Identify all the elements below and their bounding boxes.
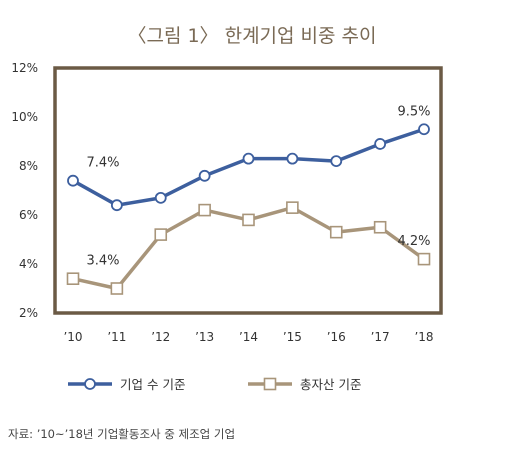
data-point-circle <box>330 155 343 168</box>
legend-label: 총자산 기준 <box>300 377 361 392</box>
data-point-square <box>110 282 124 295</box>
data-point-circle <box>242 152 255 165</box>
data-point-circle <box>154 191 167 204</box>
legend-item-2: 총자산 기준 <box>248 377 361 392</box>
data-point-circle <box>67 174 79 187</box>
data-point-circle <box>110 199 123 212</box>
y-tick-label: 6% <box>19 208 38 222</box>
data-point-circle <box>374 138 387 150</box>
x-tick-label: ’15 <box>283 330 302 344</box>
y-tick-label: 12% <box>11 61 38 75</box>
x-tick-label: ’17 <box>371 330 390 344</box>
data-point-circle <box>418 123 430 136</box>
data-label: 7.4% <box>86 156 119 171</box>
data-point-square <box>373 220 387 234</box>
data-point-circle <box>286 152 299 165</box>
data-point-square <box>286 201 299 214</box>
x-tick-label: ’12 <box>151 330 170 344</box>
chart-title: 〈그림 1〉 한계기업 비중 추이 <box>127 25 376 47</box>
legend-marker-square <box>263 377 277 391</box>
legend-item-1: 기업 수 기준 <box>68 377 185 392</box>
data-point-square <box>154 228 168 241</box>
legend-label: 기업 수 기준 <box>120 377 185 392</box>
y-tick-label: 8% <box>19 159 38 173</box>
x-tick-label: ’13 <box>195 330 214 344</box>
data-point-square <box>417 252 431 266</box>
data-label: 4.2% <box>397 234 430 249</box>
x-tick-label: ’11 <box>107 330 126 344</box>
data-label: 3.4% <box>86 254 119 269</box>
data-point-circle <box>198 169 211 182</box>
data-point-square <box>198 203 211 217</box>
data-point-square <box>66 272 80 286</box>
legend-marker-circle <box>84 378 96 390</box>
y-tick-label: 10% <box>11 110 38 124</box>
data-point-square <box>329 225 343 239</box>
x-tick-label: ’14 <box>239 330 258 344</box>
data-label: 9.5% <box>397 104 430 119</box>
data-point-square <box>242 213 255 227</box>
y-tick-label: 4% <box>19 257 38 271</box>
x-tick-label: ’18 <box>414 330 433 344</box>
x-tick-label: ’10 <box>63 330 82 344</box>
series-line-1 <box>71 127 426 207</box>
source-note: 자료: ’10~’18년 기업활동조사 중 제조업 기업 <box>8 427 235 441</box>
x-tick-label: ’16 <box>327 330 346 344</box>
y-tick-label: 2% <box>19 306 38 320</box>
plot-frame <box>53 66 443 315</box>
